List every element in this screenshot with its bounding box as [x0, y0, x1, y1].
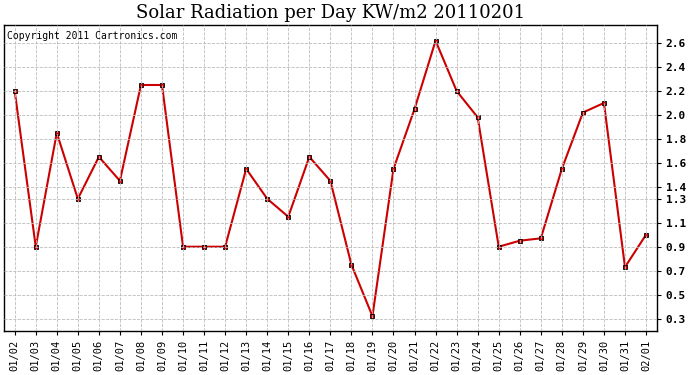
- Title: Solar Radiation per Day KW/m2 20110201: Solar Radiation per Day KW/m2 20110201: [136, 4, 525, 22]
- Text: Copyright 2011 Cartronics.com: Copyright 2011 Cartronics.com: [8, 31, 178, 41]
